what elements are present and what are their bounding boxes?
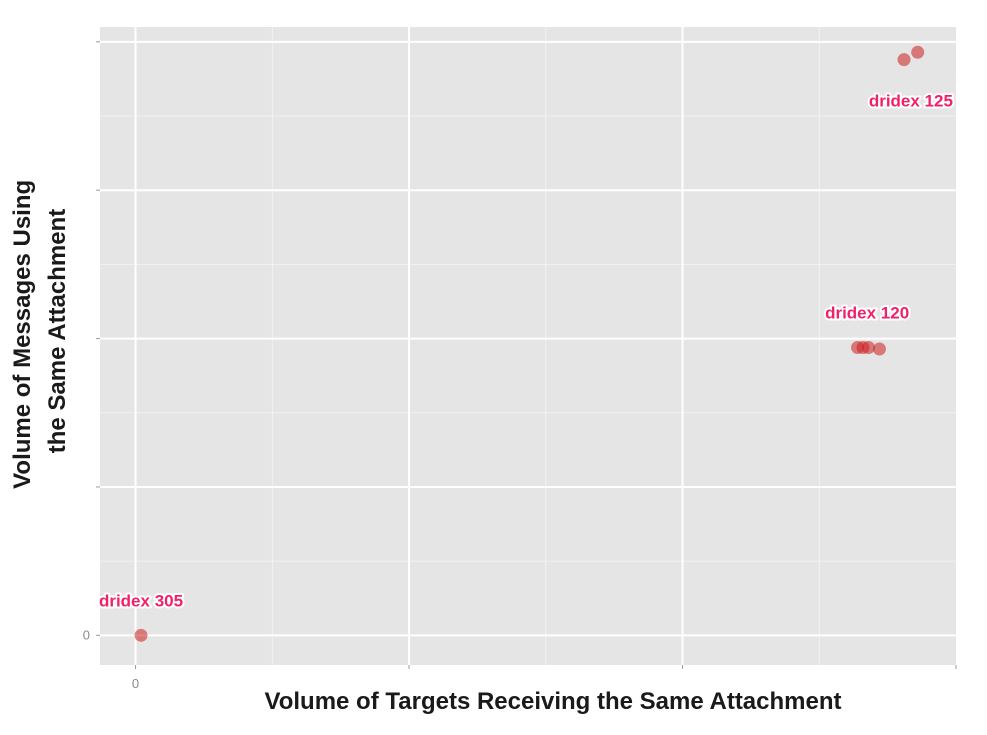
plot-panel — [100, 27, 956, 665]
y-axis-title: Volume of Messages Using the Same Attach… — [9, 173, 71, 489]
point-label: dridex 125 — [869, 92, 953, 111]
data-point — [897, 53, 911, 67]
x-axis-title: Volume of Targets Receiving the Same Att… — [264, 688, 841, 715]
point-label: dridex 120 — [825, 303, 909, 322]
data-point — [861, 340, 875, 354]
x-tick-label: 0 — [132, 676, 139, 691]
data-point — [872, 342, 886, 356]
data-points — [134, 45, 925, 642]
data-point — [134, 628, 148, 642]
point-label: dridex 305 — [99, 591, 183, 610]
y-axis-title-line-1: Volume of Messages Using — [9, 180, 36, 489]
axis-ticks: 00 — [83, 41, 957, 691]
y-axis-title-line-2: the Same Attachment — [44, 209, 71, 454]
grid-lines — [100, 27, 956, 665]
y-tick-label: 0 — [83, 627, 90, 642]
data-point — [911, 45, 925, 59]
point-labels: dridex 305 dridex 120 dridex 125 — [97, 90, 955, 613]
